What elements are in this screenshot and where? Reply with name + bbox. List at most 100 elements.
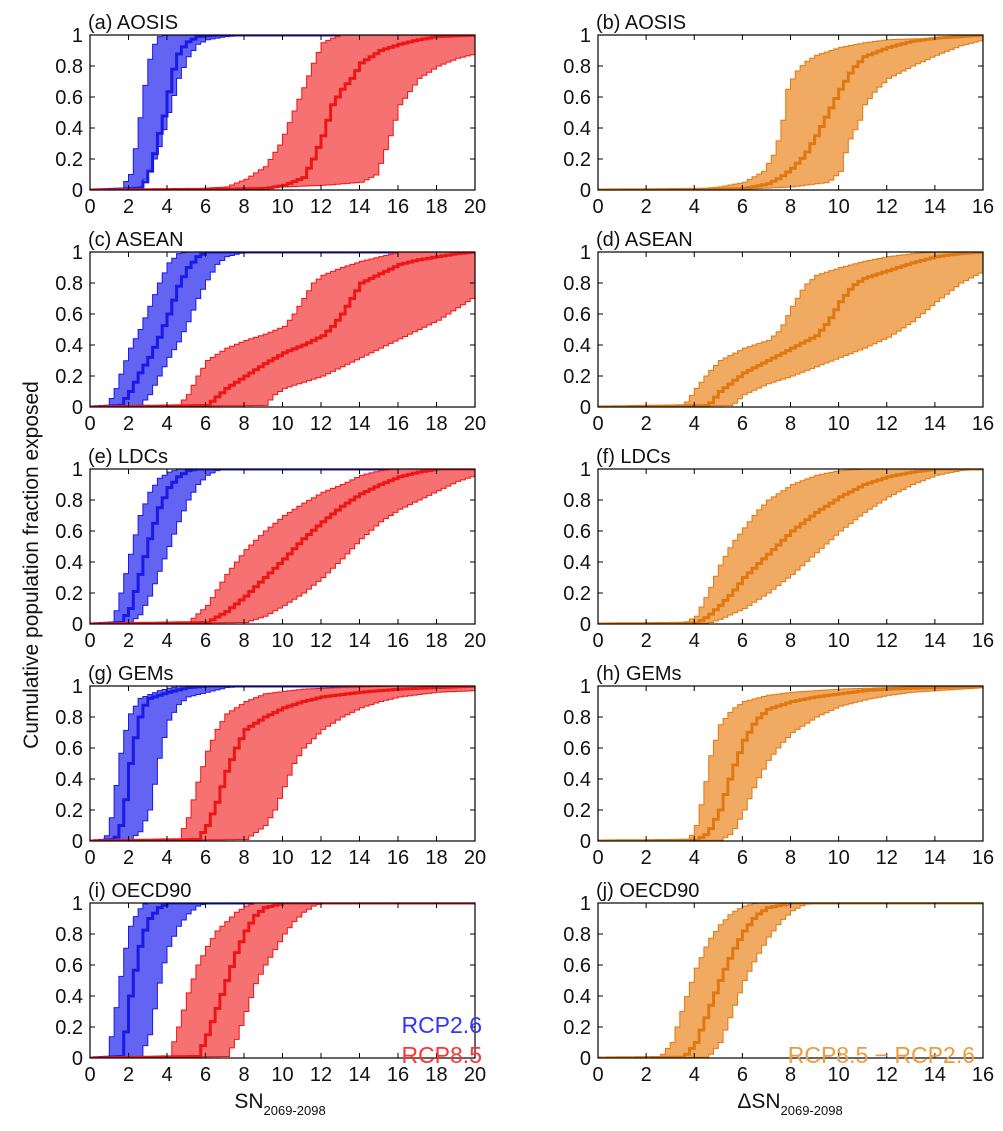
i-oecd90-xtick-label: 14	[348, 1064, 370, 1086]
c-asean-ytick-label: 0	[72, 397, 83, 419]
d-asean-xtick-label: 6	[737, 413, 748, 435]
i-oecd90-rcp8-5-band	[90, 903, 475, 1058]
e-ldcs-title: (e) LDCs	[88, 446, 168, 468]
a-aosis-title: (a) AOSIS	[88, 12, 178, 34]
b-aosis-ytick-label: 0.2	[563, 149, 591, 171]
j-oecd90-axes-frame	[597, 902, 984, 1059]
f-ldcs-title: (f) LDCs	[596, 446, 670, 468]
g-gems-ytick-label: 0.6	[55, 738, 83, 760]
h-gems-ytick-label: 1	[580, 676, 591, 698]
d-asean-ytick-label: 0.2	[563, 366, 591, 388]
f-ldcs-ytick-label: 0	[580, 614, 591, 636]
h-gems-ytick-label: 0.6	[563, 738, 591, 760]
e-ldcs-xtick-label: 12	[310, 630, 332, 652]
e-ldcs-ytick-label: 1	[72, 459, 83, 481]
j-oecd90-xtick-label: 12	[876, 1064, 898, 1086]
g-gems-ytick-label: 0	[72, 831, 83, 853]
a-aosis-xtick-label: 4	[161, 196, 172, 218]
h-gems-title: (h) GEMs	[596, 663, 682, 685]
x-axis-label-left-sub: 2069-2098	[264, 1103, 326, 1118]
g-gems-xtick-label: 2	[123, 847, 134, 869]
j-oecd90-title: (j) OECD90	[596, 880, 699, 902]
c-asean-ytick-label: 0.4	[55, 335, 83, 357]
c-asean-ytick-label: 0.2	[55, 366, 83, 388]
f-ldcs-ytick-label: 0.6	[563, 521, 591, 543]
panel-e-ldcs: 0 2 4 6 8 10 12 14 16 18 20 0 0.2 0.4 0.6 0.8 1(e) LDCs	[55, 446, 486, 652]
d-asean-ytick-label: 0.8	[563, 273, 591, 295]
h-gems-xtick-label: 12	[876, 847, 898, 869]
y-axis-label: Cumulative population fraction exposed	[20, 381, 43, 749]
g-gems-xtick-label: 10	[271, 847, 293, 869]
g-gems-xtick-label: 8	[238, 847, 249, 869]
e-ldcs-xtick-label: 4	[161, 630, 172, 652]
e-ldcs-xtick-label: 16	[387, 630, 409, 652]
c-asean-title: (c) ASEAN	[88, 229, 184, 251]
a-aosis-xtick-label: 18	[425, 196, 447, 218]
c-asean-rcp2-6-median-line	[90, 252, 475, 407]
h-gems-xtick-label: 10	[828, 847, 850, 869]
g-gems-rcp2-6-band	[90, 686, 475, 841]
panel-g-gems: 0 2 4 6 8 10 12 14 16 18 20 0 0.2 0.4 0.6 0.8 1(g) GEMs	[55, 663, 486, 869]
i-oecd90-ytick-label: 0.8	[55, 924, 83, 946]
a-aosis-xtick-label: 16	[387, 196, 409, 218]
panel-d-asean: 0 2 4 6 8 10 12 14 16 0 0.2 0.4 0.6 0.8 1(d) ASEAN	[563, 229, 994, 435]
c-asean-ytick-label: 0.6	[55, 304, 83, 326]
e-ldcs-ytick-label: 0.4	[55, 552, 83, 574]
a-aosis-xtick-label: 10	[271, 196, 293, 218]
b-aosis-xtick-label: 10	[828, 196, 850, 218]
j-oecd90-rcp8-5-rcp2-6-band	[598, 903, 983, 1058]
c-asean-rcp8-5-median-line	[90, 252, 475, 407]
a-aosis-ytick-label: 0	[72, 180, 83, 202]
a-aosis-ytick-label: 0.8	[55, 56, 83, 78]
d-asean-ytick-label: 0	[580, 397, 591, 419]
c-asean-rcp2-6-band	[90, 252, 475, 407]
a-aosis-xtick-label: 0	[84, 196, 95, 218]
x-axis-label-right-base: ΔSN	[737, 1090, 780, 1113]
h-gems-ytick-label: 0.8	[563, 707, 591, 729]
g-gems-xtick-label: 12	[310, 847, 332, 869]
h-gems-xtick-label: 8	[785, 847, 796, 869]
c-asean-xtick-label: 2	[123, 413, 134, 435]
h-gems-rcp8-5-rcp2-6-band	[598, 686, 983, 841]
a-aosis-ytick-label: 0.4	[55, 118, 83, 140]
g-gems-rcp2-6-median-line	[90, 686, 475, 841]
h-gems-rcp8-5-rcp2-6-median-line	[598, 686, 983, 841]
c-asean-xtick-label: 0	[84, 413, 95, 435]
c-asean-xtick-label: 16	[387, 413, 409, 435]
d-asean-xtick-label: 10	[828, 413, 850, 435]
h-gems-xtick-label: 2	[641, 847, 652, 869]
i-oecd90-rcp8-5-median-line	[90, 903, 475, 1058]
c-asean-xtick-label: 20	[464, 413, 486, 435]
h-gems-xtick-label: 14	[924, 847, 946, 869]
j-oecd90-ytick-label: 1	[580, 893, 591, 915]
j-oecd90-xtick-label: 8	[785, 1064, 796, 1086]
j-oecd90-xtick-label: 4	[689, 1064, 700, 1086]
i-oecd90-ytick-label: 1	[72, 893, 83, 915]
g-gems-xtick-label: 6	[200, 847, 211, 869]
g-gems-title: (g) GEMs	[88, 663, 174, 685]
f-ldcs-ytick-label: 0.4	[563, 552, 591, 574]
a-aosis-xtick-label: 20	[464, 196, 486, 218]
g-gems-rcp8-5-band	[90, 686, 475, 841]
e-ldcs-ytick-label: 0.6	[55, 521, 83, 543]
i-oecd90-xtick-label: 8	[238, 1064, 249, 1086]
x-axis-label-left-base: SN	[234, 1090, 263, 1113]
c-asean-xtick-label: 4	[161, 413, 172, 435]
b-aosis-ytick-label: 0.8	[563, 56, 591, 78]
d-asean-title: (d) ASEAN	[596, 229, 693, 251]
g-gems-xtick-label: 20	[464, 847, 486, 869]
i-oecd90-xtick-label: 2	[123, 1064, 134, 1086]
f-ldcs-ytick-label: 1	[580, 459, 591, 481]
i-oecd90-xtick-label: 6	[200, 1064, 211, 1086]
h-gems-ytick-label: 0.2	[563, 800, 591, 822]
a-aosis-xtick-label: 2	[123, 196, 134, 218]
g-gems-xtick-label: 16	[387, 847, 409, 869]
legend-rcp26: RCP2.6	[401, 1012, 482, 1038]
e-ldcs-xtick-label: 6	[200, 630, 211, 652]
i-oecd90-ytick-label: 0.6	[55, 955, 83, 977]
panel-j-oecd90: 0 2 4 6 8 10 12 14 16 0 0.2 0.4 0.6 0.8 1(j) OECD90	[563, 880, 994, 1086]
b-aosis-title: (b) AOSIS	[596, 12, 686, 34]
a-aosis-xtick-label: 6	[200, 196, 211, 218]
c-asean-xtick-label: 14	[348, 413, 370, 435]
f-ldcs-xtick-label: 12	[876, 630, 898, 652]
